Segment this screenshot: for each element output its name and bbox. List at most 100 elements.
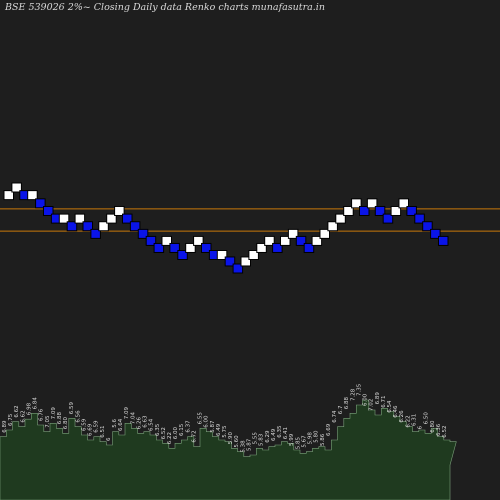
renko-brick-up [398, 198, 409, 209]
volume-label: 6.36 [436, 423, 442, 436]
volume-label: 6.22 [167, 432, 173, 444]
renko-brick-up [74, 213, 86, 224]
renko-brick-down [295, 235, 307, 246]
renko-brick-down [406, 205, 417, 216]
volume-label: 6.26 [136, 417, 142, 430]
renko-brick-down [43, 205, 54, 216]
chart-title: BSE 539026 2%~ Closing Daily data Renko … [5, 2, 325, 13]
volume-label: 6.59 [94, 420, 100, 433]
volume-label: 6.35 [277, 425, 283, 438]
volume-label: 5.98 [308, 432, 314, 445]
volume-label: 6.63 [143, 415, 149, 428]
volume-label: 6.72 [191, 430, 197, 442]
volume-label: 5.60 [234, 435, 240, 448]
renko-brick-down [303, 242, 315, 253]
renko-brick-up [240, 256, 251, 267]
volume-label: 5.80 [314, 430, 320, 443]
volume-label: 6.50 [424, 412, 430, 425]
volume-label: 7.02 [369, 399, 375, 411]
volume-label: 7.09 [124, 407, 130, 420]
renko-brick-up [114, 205, 125, 216]
renko-brick-up [319, 228, 330, 239]
volume-label: 6.51 [100, 425, 106, 437]
volume-label: 5.86 [320, 433, 326, 446]
volume-label: 6.98 [26, 402, 32, 415]
renko-brick-up [280, 235, 291, 246]
renko-brick-down [382, 213, 394, 224]
volume-label: 6.69 [326, 423, 332, 436]
renko-brick-down [129, 221, 141, 232]
volume-label: 5.87 [210, 420, 216, 433]
volume-label: 5.6 [112, 418, 118, 427]
volume-label: 5.99 [289, 433, 295, 446]
volume-label: 6.59 [81, 418, 87, 431]
renko-brick-down [232, 263, 244, 274]
volume-label: 7.05 [45, 415, 51, 428]
renko-brick-up [98, 221, 109, 232]
volume-label: 6.00 [363, 393, 369, 406]
volume-label: 6.89 [2, 420, 8, 433]
volume-label: 6.62 [14, 405, 20, 417]
volume-label: 5.83 [259, 433, 265, 446]
volume-label: 6.15 [179, 423, 185, 436]
renko-brick-down [153, 242, 165, 253]
renko-brick-up [185, 242, 196, 253]
renko-brick-up [106, 213, 117, 224]
volume-label: 6.64 [118, 418, 124, 431]
volume-label: 6.69 [88, 423, 94, 436]
volume-label: 6.88 [344, 397, 350, 410]
volume-label: 6 [106, 437, 112, 441]
renko-brick-down [438, 235, 449, 246]
volume-label: 6.80 [430, 420, 436, 433]
volume-label: 6.74 [332, 410, 338, 423]
volume-label: 6.31 [411, 414, 417, 426]
renko-brick-down [430, 228, 441, 239]
renko-brick-up [390, 205, 402, 216]
volume-label: 5.90 [228, 432, 234, 445]
renko-brick-up [216, 250, 228, 260]
renko-brick-down [414, 213, 425, 224]
volume-label: 6.54 [387, 400, 393, 413]
volume-label: 5.75 [222, 425, 228, 438]
volume-label: 7.09 [51, 407, 57, 420]
volume-label: 6.37 [185, 420, 191, 433]
volume-label: 7.28 [350, 388, 356, 401]
renko-brick-down [145, 235, 157, 246]
volume-label: 5.85 [295, 437, 301, 450]
renko-brick-down [169, 242, 180, 253]
volume-label: 7.35 [356, 383, 362, 396]
volume-label: 6.71 [381, 395, 387, 407]
renko-brick-down [90, 228, 101, 239]
volume-label: 6.76 [39, 408, 45, 421]
volume-area [0, 399, 457, 500]
volume-label: 6.29 [265, 430, 271, 443]
volume-label: 6.41 [283, 427, 289, 439]
renko-brick-down [137, 228, 149, 239]
renko-brick-down [422, 221, 433, 232]
renko-brick-up [256, 242, 267, 253]
volume-label: 6.52 [161, 427, 167, 439]
volume-label: 5.55 [253, 432, 259, 445]
renko-brick-up [58, 213, 70, 224]
volume-label: 5.87 [246, 438, 252, 451]
volume-label: 6.35 [155, 423, 161, 436]
renko-brick-down [374, 205, 386, 216]
volume-label: 6.89 [375, 392, 381, 405]
renko-brick-up [311, 235, 323, 246]
volume-label: 5.38 [240, 440, 246, 453]
renko-brick-up [193, 235, 204, 246]
renko-brick-down [66, 221, 78, 232]
volume-label: 6.62 [20, 410, 26, 422]
renko-brick-up [161, 235, 172, 246]
volume-label: 6.46 [393, 405, 399, 418]
volume-label: 6.54 [149, 418, 155, 431]
renko-brick-down [82, 221, 93, 232]
volume-label: 7.04 [130, 412, 136, 425]
renko-brick-up [351, 198, 362, 209]
renko-brick-up [3, 190, 14, 201]
volume-label: 6.88 [57, 412, 63, 425]
volume-label: 6.00 [173, 427, 179, 440]
volume-label: 6.55 [198, 412, 204, 425]
